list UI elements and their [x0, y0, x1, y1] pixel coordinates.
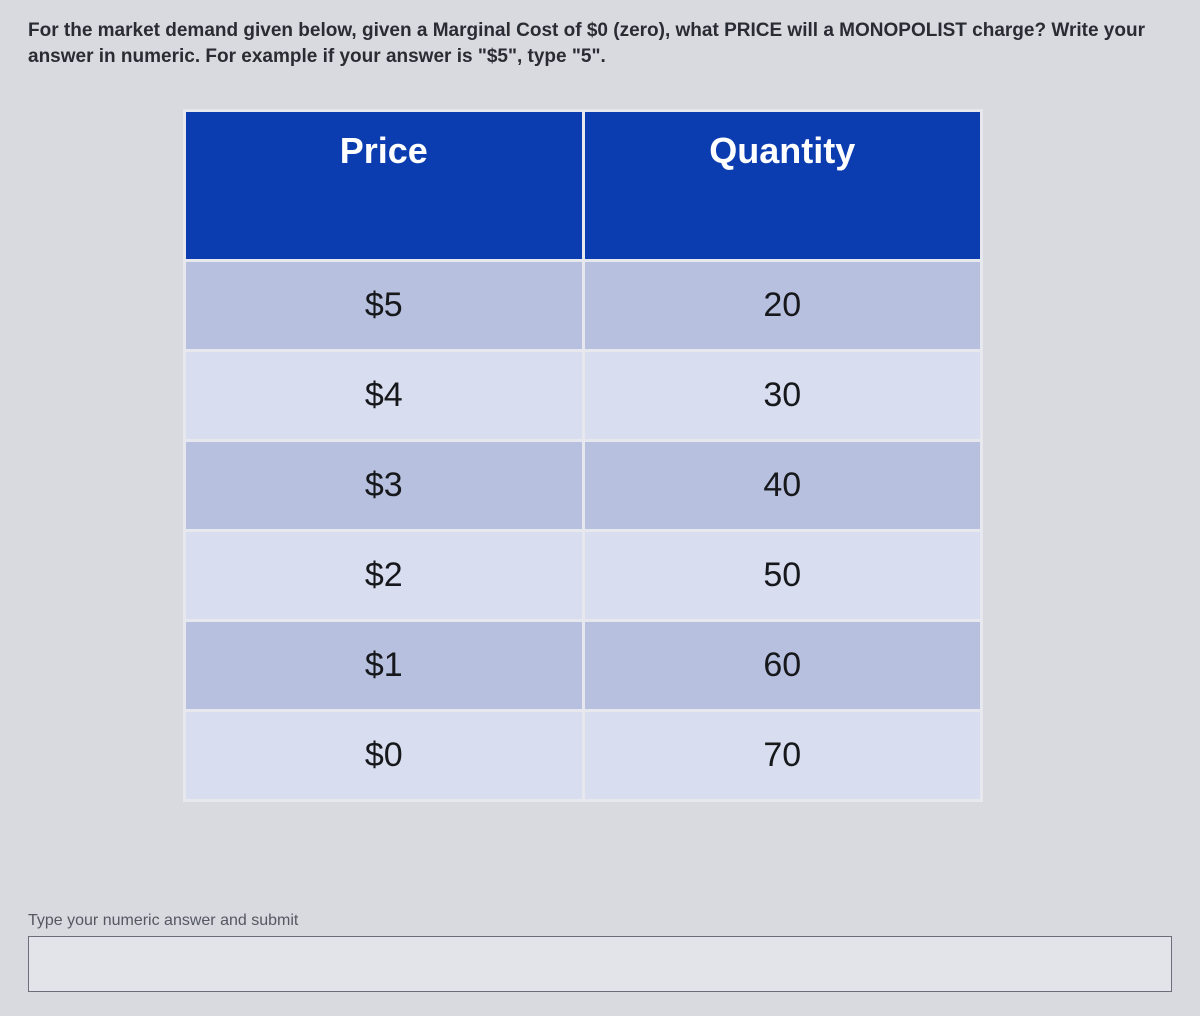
cell-price: $2: [185, 531, 584, 621]
demand-table-wrap: Price Quantity $5 20 $4 30 $3 40 $: [183, 109, 983, 802]
answer-input[interactable]: [28, 936, 1172, 992]
cell-quantity: 50: [583, 531, 982, 621]
table-header-row: Price Quantity: [185, 111, 982, 261]
header-price: Price: [185, 111, 584, 261]
question-page: For the market demand given below, given…: [0, 0, 1200, 1016]
table-row: $5 20: [185, 261, 982, 351]
table-row: $4 30: [185, 351, 982, 441]
question-text: For the market demand given below, given…: [28, 18, 1172, 69]
table-row: $0 70: [185, 711, 982, 801]
header-quantity: Quantity: [583, 111, 982, 261]
cell-price: $4: [185, 351, 584, 441]
cell-price: $1: [185, 621, 584, 711]
answer-label: Type your numeric answer and submit: [28, 912, 1172, 930]
cell-quantity: 40: [583, 441, 982, 531]
answer-section: Type your numeric answer and submit: [28, 912, 1172, 992]
cell-quantity: 60: [583, 621, 982, 711]
cell-quantity: 30: [583, 351, 982, 441]
table-row: $3 40: [185, 441, 982, 531]
table-row: $1 60: [185, 621, 982, 711]
demand-table: Price Quantity $5 20 $4 30 $3 40 $: [183, 109, 983, 802]
cell-price: $5: [185, 261, 584, 351]
cell-quantity: 20: [583, 261, 982, 351]
table-row: $2 50: [185, 531, 982, 621]
cell-price: $3: [185, 441, 584, 531]
cell-price: $0: [185, 711, 584, 801]
cell-quantity: 70: [583, 711, 982, 801]
